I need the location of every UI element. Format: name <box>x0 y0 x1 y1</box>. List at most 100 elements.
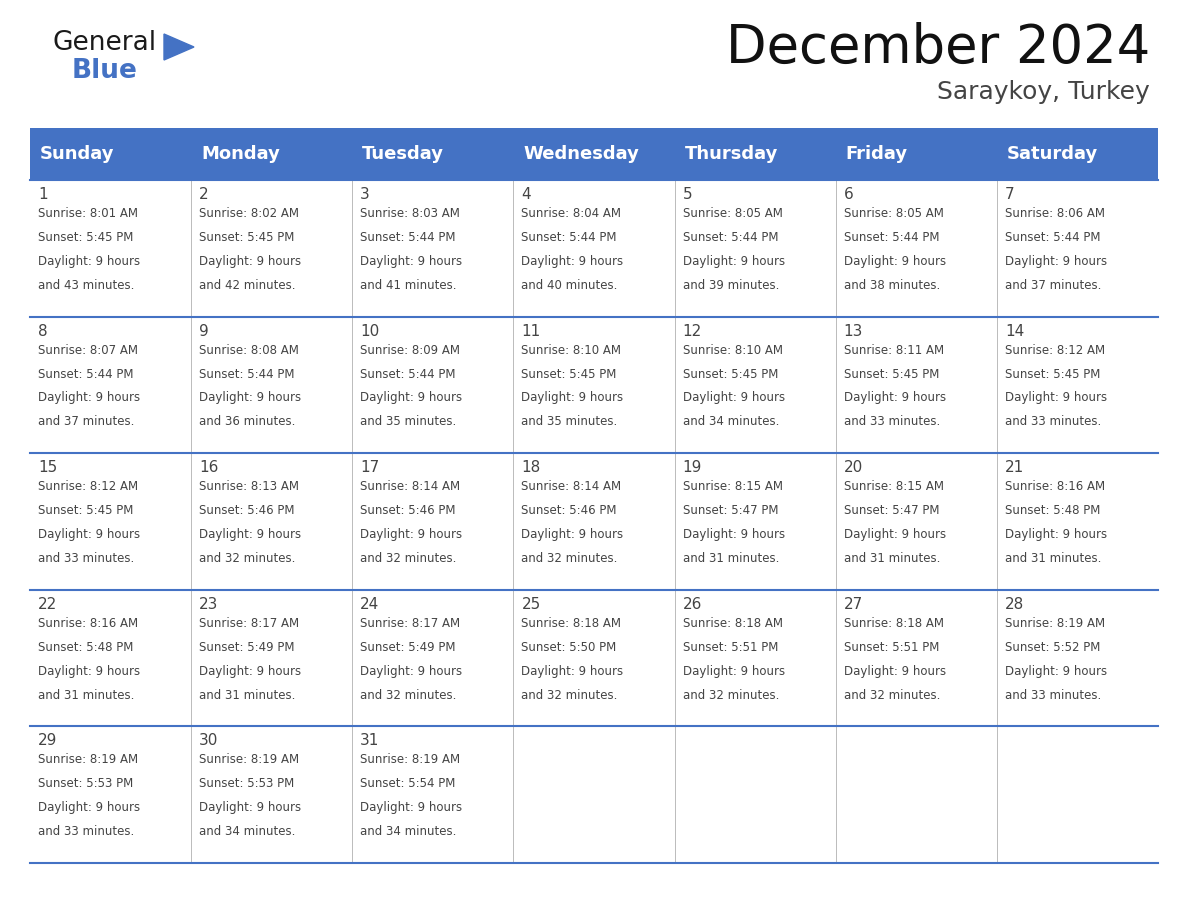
Text: 13: 13 <box>843 324 864 339</box>
Text: 26: 26 <box>683 597 702 611</box>
Text: Sunset: 5:45 PM: Sunset: 5:45 PM <box>1005 367 1100 380</box>
Text: Sunset: 5:52 PM: Sunset: 5:52 PM <box>1005 641 1100 654</box>
Text: 30: 30 <box>200 733 219 748</box>
Text: Sunrise: 8:17 AM: Sunrise: 8:17 AM <box>360 617 461 630</box>
Text: 16: 16 <box>200 460 219 476</box>
Text: Daylight: 9 hours: Daylight: 9 hours <box>843 665 946 677</box>
Text: Daylight: 9 hours: Daylight: 9 hours <box>38 801 140 814</box>
Text: and 32 minutes.: and 32 minutes. <box>843 688 940 701</box>
Text: Sunrise: 8:12 AM: Sunrise: 8:12 AM <box>1005 343 1105 356</box>
Text: Sunrise: 8:19 AM: Sunrise: 8:19 AM <box>200 754 299 767</box>
Text: Sunset: 5:44 PM: Sunset: 5:44 PM <box>843 231 940 244</box>
Text: 17: 17 <box>360 460 379 476</box>
Text: and 33 minutes.: and 33 minutes. <box>38 552 134 565</box>
Text: Daylight: 9 hours: Daylight: 9 hours <box>683 391 785 405</box>
Text: 27: 27 <box>843 597 862 611</box>
Text: 1: 1 <box>38 187 48 202</box>
Text: Daylight: 9 hours: Daylight: 9 hours <box>522 391 624 405</box>
Text: and 33 minutes.: and 33 minutes. <box>38 825 134 838</box>
Text: Sunset: 5:44 PM: Sunset: 5:44 PM <box>200 367 295 380</box>
Text: and 35 minutes.: and 35 minutes. <box>522 415 618 429</box>
Text: and 36 minutes.: and 36 minutes. <box>200 415 296 429</box>
Text: Sunrise: 8:01 AM: Sunrise: 8:01 AM <box>38 207 138 220</box>
Text: Sunrise: 8:19 AM: Sunrise: 8:19 AM <box>1005 617 1105 630</box>
Text: 28: 28 <box>1005 597 1024 611</box>
Text: Sunrise: 8:11 AM: Sunrise: 8:11 AM <box>843 343 943 356</box>
Text: Daylight: 9 hours: Daylight: 9 hours <box>360 255 462 268</box>
Text: Sunset: 5:45 PM: Sunset: 5:45 PM <box>200 231 295 244</box>
Text: and 34 minutes.: and 34 minutes. <box>683 415 779 429</box>
Text: Sunrise: 8:17 AM: Sunrise: 8:17 AM <box>200 617 299 630</box>
Text: Sunrise: 8:18 AM: Sunrise: 8:18 AM <box>683 617 783 630</box>
Text: Daylight: 9 hours: Daylight: 9 hours <box>683 255 785 268</box>
Text: Daylight: 9 hours: Daylight: 9 hours <box>522 665 624 677</box>
Text: and 32 minutes.: and 32 minutes. <box>522 552 618 565</box>
Text: Sunrise: 8:18 AM: Sunrise: 8:18 AM <box>843 617 943 630</box>
Text: 7: 7 <box>1005 187 1015 202</box>
Text: and 31 minutes.: and 31 minutes. <box>200 688 296 701</box>
Text: Sunset: 5:45 PM: Sunset: 5:45 PM <box>522 367 617 380</box>
Text: Daylight: 9 hours: Daylight: 9 hours <box>843 528 946 541</box>
Text: 8: 8 <box>38 324 48 339</box>
Text: Sunset: 5:53 PM: Sunset: 5:53 PM <box>38 778 133 790</box>
Text: and 33 minutes.: and 33 minutes. <box>1005 688 1101 701</box>
Text: Sunrise: 8:14 AM: Sunrise: 8:14 AM <box>360 480 461 493</box>
Text: Daylight: 9 hours: Daylight: 9 hours <box>38 255 140 268</box>
Text: Sunset: 5:44 PM: Sunset: 5:44 PM <box>360 231 456 244</box>
Text: Sunset: 5:53 PM: Sunset: 5:53 PM <box>200 778 295 790</box>
Text: Sunset: 5:48 PM: Sunset: 5:48 PM <box>1005 504 1100 517</box>
Text: Monday: Monday <box>201 145 280 163</box>
Text: Daylight: 9 hours: Daylight: 9 hours <box>1005 255 1107 268</box>
Text: Sunrise: 8:07 AM: Sunrise: 8:07 AM <box>38 343 138 356</box>
Text: Sunrise: 8:05 AM: Sunrise: 8:05 AM <box>683 207 783 220</box>
Text: 22: 22 <box>38 597 57 611</box>
Text: Daylight: 9 hours: Daylight: 9 hours <box>843 255 946 268</box>
Text: Saraykoy, Turkey: Saraykoy, Turkey <box>937 80 1150 104</box>
Text: Daylight: 9 hours: Daylight: 9 hours <box>200 528 302 541</box>
Text: Friday: Friday <box>846 145 908 163</box>
Text: Daylight: 9 hours: Daylight: 9 hours <box>360 801 462 814</box>
Text: and 33 minutes.: and 33 minutes. <box>843 415 940 429</box>
Text: Sunset: 5:51 PM: Sunset: 5:51 PM <box>843 641 939 654</box>
Text: Sunset: 5:49 PM: Sunset: 5:49 PM <box>360 641 456 654</box>
Polygon shape <box>164 34 194 60</box>
Text: Sunrise: 8:04 AM: Sunrise: 8:04 AM <box>522 207 621 220</box>
Text: 10: 10 <box>360 324 379 339</box>
Text: and 32 minutes.: and 32 minutes. <box>522 688 618 701</box>
Text: Tuesday: Tuesday <box>362 145 444 163</box>
Text: Sunrise: 8:10 AM: Sunrise: 8:10 AM <box>683 343 783 356</box>
Text: Sunset: 5:49 PM: Sunset: 5:49 PM <box>200 641 295 654</box>
Text: Daylight: 9 hours: Daylight: 9 hours <box>522 255 624 268</box>
Text: Sunrise: 8:14 AM: Sunrise: 8:14 AM <box>522 480 621 493</box>
Text: Sunrise: 8:06 AM: Sunrise: 8:06 AM <box>1005 207 1105 220</box>
Text: Sunrise: 8:10 AM: Sunrise: 8:10 AM <box>522 343 621 356</box>
Text: Sunset: 5:44 PM: Sunset: 5:44 PM <box>522 231 617 244</box>
Text: Daylight: 9 hours: Daylight: 9 hours <box>38 665 140 677</box>
Bar <box>30 317 1158 453</box>
Text: Daylight: 9 hours: Daylight: 9 hours <box>360 391 462 405</box>
Text: and 34 minutes.: and 34 minutes. <box>200 825 296 838</box>
Text: and 37 minutes.: and 37 minutes. <box>1005 279 1101 292</box>
Text: Sunset: 5:45 PM: Sunset: 5:45 PM <box>843 367 939 380</box>
Text: Sunrise: 8:19 AM: Sunrise: 8:19 AM <box>38 754 138 767</box>
Text: 2: 2 <box>200 187 209 202</box>
Text: 23: 23 <box>200 597 219 611</box>
Text: 25: 25 <box>522 597 541 611</box>
Text: Daylight: 9 hours: Daylight: 9 hours <box>1005 528 1107 541</box>
Text: and 42 minutes.: and 42 minutes. <box>200 279 296 292</box>
Text: Sunset: 5:54 PM: Sunset: 5:54 PM <box>360 778 456 790</box>
Bar <box>30 128 1158 180</box>
Text: Daylight: 9 hours: Daylight: 9 hours <box>522 528 624 541</box>
Text: 4: 4 <box>522 187 531 202</box>
Text: Sunset: 5:44 PM: Sunset: 5:44 PM <box>360 367 456 380</box>
Text: Sunday: Sunday <box>40 145 114 163</box>
Text: and 32 minutes.: and 32 minutes. <box>360 688 456 701</box>
Text: Sunset: 5:45 PM: Sunset: 5:45 PM <box>683 367 778 380</box>
Text: Daylight: 9 hours: Daylight: 9 hours <box>200 801 302 814</box>
Text: Sunrise: 8:03 AM: Sunrise: 8:03 AM <box>360 207 460 220</box>
Text: Sunset: 5:44 PM: Sunset: 5:44 PM <box>1005 231 1100 244</box>
Text: 18: 18 <box>522 460 541 476</box>
Text: Daylight: 9 hours: Daylight: 9 hours <box>38 391 140 405</box>
Text: Sunset: 5:47 PM: Sunset: 5:47 PM <box>683 504 778 517</box>
Text: Thursday: Thursday <box>684 145 778 163</box>
